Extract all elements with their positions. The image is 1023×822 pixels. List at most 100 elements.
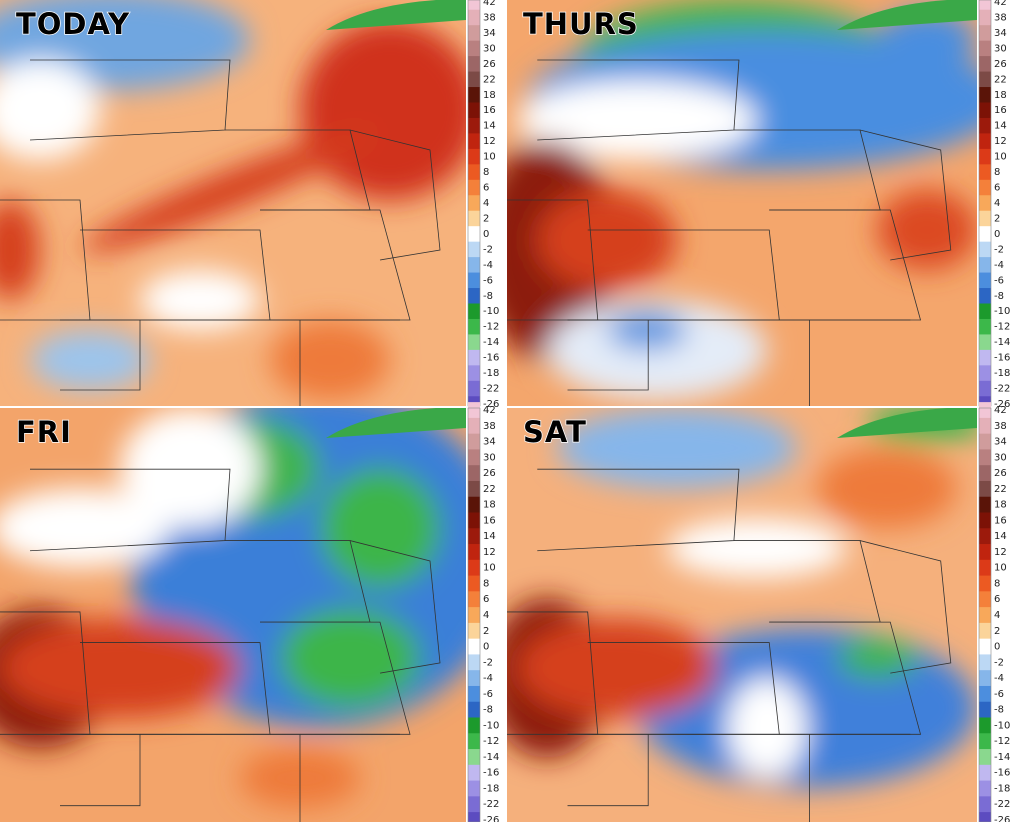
colorbar-swatch bbox=[979, 591, 991, 608]
anomaly-blob bbox=[320, 468, 440, 588]
colorbar-label: 34 bbox=[994, 28, 1007, 39]
colorbar-label: -16 bbox=[483, 353, 499, 364]
colorbar-swatch bbox=[468, 349, 480, 366]
state-border bbox=[859, 129, 952, 261]
state-border bbox=[29, 468, 231, 552]
state-border bbox=[349, 540, 441, 674]
colorbar-swatch bbox=[979, 780, 991, 797]
colorbar-swatch bbox=[979, 764, 991, 782]
colorbar-label: 16 bbox=[994, 105, 1007, 116]
colorbar-swatch bbox=[468, 179, 480, 196]
panel-title: SAT bbox=[523, 415, 587, 449]
colorbar-label: -8 bbox=[483, 705, 493, 716]
colorbar-label: -6 bbox=[483, 689, 493, 700]
colorbar-label: 30 bbox=[483, 452, 496, 463]
colorbar-label: -12 bbox=[483, 322, 499, 333]
colorbar-swatch bbox=[468, 575, 480, 592]
map-panel bbox=[0, 408, 466, 822]
colorbar-label: 0 bbox=[994, 642, 1000, 653]
panel-title: THURS bbox=[523, 7, 639, 41]
colorbar-swatch bbox=[468, 449, 480, 466]
colorbar-label: 12 bbox=[483, 136, 496, 147]
colorbar-swatch bbox=[468, 117, 480, 134]
colorbar-label: -22 bbox=[483, 384, 499, 395]
colorbar-swatch bbox=[468, 87, 480, 103]
colorbar-swatch bbox=[979, 433, 991, 450]
colorbar-swatch bbox=[979, 257, 991, 274]
state-border bbox=[537, 59, 740, 141]
colorbar-swatch bbox=[979, 607, 991, 624]
colorbar-swatch bbox=[979, 303, 991, 320]
anomaly-blob bbox=[280, 608, 420, 708]
colorbar-label: -18 bbox=[483, 783, 499, 794]
colorbar-frame bbox=[467, 407, 481, 822]
colorbar-swatch bbox=[979, 670, 991, 687]
colorbar-label: -12 bbox=[483, 736, 499, 747]
colorbar-label: -8 bbox=[483, 291, 493, 302]
great-lake bbox=[837, 408, 977, 438]
colorbar-label: 8 bbox=[483, 578, 489, 589]
colorbar-swatch bbox=[468, 402, 480, 419]
colorbar-swatch bbox=[979, 195, 991, 212]
colorbar-swatch bbox=[979, 638, 991, 655]
colorbar-label: 16 bbox=[483, 515, 496, 526]
colorbar-label: 26 bbox=[483, 59, 496, 70]
colorbar-label: 38 bbox=[483, 12, 496, 23]
colorbar-label: -10 bbox=[994, 306, 1010, 317]
colorbar-swatch bbox=[979, 622, 991, 640]
colorbar-label: 26 bbox=[994, 468, 1007, 479]
colorbar-label: 4 bbox=[483, 198, 489, 209]
colorbar-label: -16 bbox=[994, 353, 1010, 364]
colorbar-swatch bbox=[468, 764, 480, 782]
colorbar-label: 12 bbox=[483, 547, 496, 558]
colorbar-swatch bbox=[979, 365, 991, 382]
colorbar-swatch bbox=[979, 226, 991, 243]
colorbar-label: 14 bbox=[483, 121, 496, 132]
colorbar-swatch bbox=[468, 654, 480, 671]
colorbar-label: 30 bbox=[483, 43, 496, 54]
colorbar-label: -16 bbox=[994, 768, 1010, 779]
colorbar-label: -8 bbox=[994, 291, 1004, 302]
colorbar-label: 18 bbox=[994, 90, 1007, 101]
panel-title: TODAY bbox=[16, 7, 130, 41]
colorbar-swatch bbox=[979, 71, 991, 88]
colorbar-label: -4 bbox=[994, 260, 1004, 271]
colorbar-swatch bbox=[979, 380, 991, 397]
colorbar-swatch bbox=[468, 622, 480, 640]
colorbar-label: 6 bbox=[483, 594, 489, 605]
colorbar-swatch bbox=[979, 40, 991, 57]
colorbar-swatch bbox=[468, 102, 480, 119]
colorbar-label: -6 bbox=[483, 275, 493, 286]
colorbar-swatch bbox=[468, 559, 480, 577]
colorbar-label: -12 bbox=[994, 736, 1010, 747]
colorbar-label: 34 bbox=[994, 437, 1007, 448]
colorbar-label: 30 bbox=[994, 43, 1007, 54]
colorbar-label: 2 bbox=[483, 626, 489, 637]
colorbar-swatch bbox=[468, 670, 480, 687]
colorbar-swatch bbox=[979, 334, 991, 351]
colorbar-label: -14 bbox=[483, 337, 499, 348]
colorbar-label: 42 bbox=[483, 0, 496, 8]
colorbar-swatch bbox=[468, 133, 480, 150]
anomaly-blob bbox=[537, 190, 677, 290]
colorbar-swatch bbox=[468, 71, 480, 88]
state-border bbox=[859, 540, 952, 674]
colorbar-swatch bbox=[468, 544, 480, 561]
colorbar-swatch bbox=[468, 365, 480, 382]
state-border bbox=[60, 320, 141, 391]
colorbar-label: 12 bbox=[994, 547, 1007, 558]
colorbar-label: 22 bbox=[483, 484, 496, 495]
colorbar-label: -18 bbox=[994, 783, 1010, 794]
anomaly-blob bbox=[557, 408, 797, 488]
state-border bbox=[29, 59, 231, 141]
anomaly-blob bbox=[517, 80, 757, 160]
colorbar-swatch bbox=[979, 9, 991, 26]
colorbar-swatch bbox=[468, 334, 480, 351]
colorbar-label: 0 bbox=[994, 229, 1000, 240]
colorbar-label: 4 bbox=[994, 198, 1000, 209]
colorbar-swatch bbox=[979, 465, 991, 482]
colorbar-swatch bbox=[979, 56, 991, 73]
colorbar-label: 2 bbox=[994, 626, 1000, 637]
colorbar-label: 10 bbox=[994, 152, 1007, 163]
